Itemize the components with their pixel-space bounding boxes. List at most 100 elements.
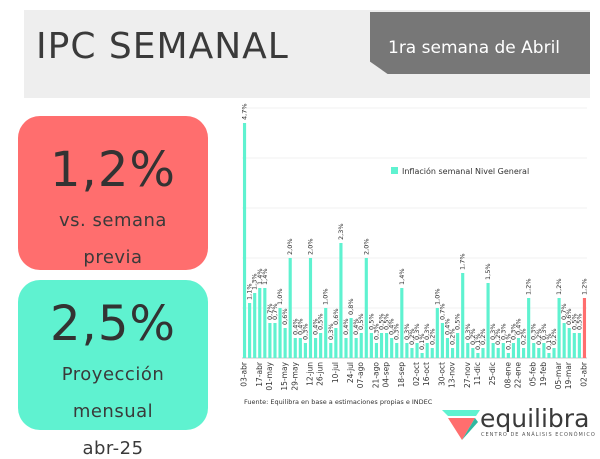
bar [324, 308, 328, 358]
bar-value-label: 0,2% [535, 328, 543, 345]
bar-value-label: 0,4% [312, 318, 320, 335]
bar-value-label: 0,5% [378, 313, 386, 330]
week-label: 1ra semana de Abril [388, 38, 561, 58]
bar [425, 343, 429, 358]
bar [273, 323, 277, 358]
x-tick-label: 25-dic [488, 362, 497, 385]
equilibra-logo-mark [442, 410, 480, 440]
bar [395, 343, 399, 358]
bar-value-label: 0,2% [479, 328, 487, 345]
bar-value-label: 0,1% [474, 333, 482, 350]
bar-value-label: 2,0% [286, 238, 294, 255]
bar-value-label: 0,2% [494, 328, 502, 345]
bar [527, 298, 531, 358]
bar-value-label: 1,1% [246, 283, 254, 300]
x-tick-label: 05-feb [529, 362, 538, 387]
bar [344, 338, 348, 358]
bar [258, 288, 262, 358]
bar [359, 333, 363, 358]
bar [567, 328, 571, 358]
bar-value-label: 2,3% [337, 223, 345, 240]
bar [552, 348, 556, 358]
x-tick-label: 04-sep [382, 362, 391, 388]
bar-value-label: 0,4% [342, 318, 350, 335]
x-tick-label: 03-abr [240, 361, 249, 387]
bar-value-label: 0,1% [504, 333, 512, 350]
x-tick-label: 11-dic [473, 362, 482, 385]
bar [349, 318, 353, 358]
bar [562, 323, 566, 358]
bar-value-label: 0,3% [540, 323, 548, 340]
bar [445, 338, 450, 358]
bar-value-label: 0,5% [570, 313, 578, 330]
bar [501, 343, 505, 358]
x-tick-label: 19-feb [539, 362, 548, 387]
bar [313, 338, 318, 358]
weekly-inflation-caption-1: vs. semana [59, 210, 167, 231]
x-tick-label: 17-abr [255, 361, 264, 387]
bar [582, 298, 587, 358]
x-tick-label: 16-oct [422, 362, 431, 386]
bar [293, 338, 297, 358]
monthly-projection-card: 2,5% Proyección mensual abr-25 [18, 280, 208, 459]
x-tick-label: 19-mar [564, 361, 573, 389]
x-tick-label: 24-jul [346, 362, 355, 383]
bar-value-label: 2,0% [306, 238, 314, 255]
bar [435, 308, 439, 358]
bar [481, 348, 485, 358]
logo-tagline: CENTRO DE ANÁLISIS ECONÓMICO [481, 432, 596, 438]
bar-value-label: 0,3% [464, 323, 472, 340]
legend-swatch [391, 167, 398, 174]
bar [303, 343, 307, 358]
bar [339, 243, 343, 358]
bar [354, 338, 358, 358]
bar [476, 353, 480, 358]
bar [461, 273, 465, 358]
weekly-inflation-chart: 4,7%1,1%1,3%1,4%1,4%0,7%0,7%1,0%0,6%2,0%… [240, 103, 589, 390]
bar [278, 308, 282, 358]
bar [577, 333, 581, 358]
bar [466, 343, 470, 358]
bar-value-label: 0,7% [560, 303, 568, 320]
bar-value-label: 0,3% [499, 323, 507, 340]
bar-value-label: 1,0% [322, 288, 330, 305]
x-tick-label: 12-jun [305, 362, 314, 386]
bar-value-label: 0,3% [327, 323, 335, 340]
bar-value-label: 1,2% [580, 278, 588, 295]
bar-value-label: 0,3% [413, 323, 421, 340]
bar [496, 348, 500, 358]
bar-value-label: 1,4% [398, 268, 406, 285]
bar-value-label: 0,5% [357, 313, 365, 330]
bar-value-label: 1,0% [276, 288, 284, 305]
bar [263, 288, 267, 358]
bar-value-label: 0,2% [449, 328, 457, 345]
bar-value-label: 0,5% [367, 313, 375, 330]
bar [283, 328, 287, 358]
bar [379, 333, 384, 358]
bar [329, 343, 333, 358]
x-tick-label: 26-jun [316, 362, 325, 386]
monthly-projection-caption-3: abr-25 [82, 438, 144, 459]
bar-value-label: 0,1% [418, 333, 426, 350]
bar-value-label: 1,4% [261, 268, 269, 285]
x-tick-label: 15-may [280, 361, 289, 390]
bar-value-label: 0,4% [388, 318, 396, 335]
x-tick-label: 08-ene [503, 362, 512, 389]
bar [405, 343, 409, 358]
bar-value-label: 1,4% [256, 268, 264, 285]
x-tick-label: 22-ene [514, 362, 523, 389]
bar [308, 258, 313, 358]
bar [268, 323, 272, 358]
x-tick-label: 07-ago [356, 362, 365, 389]
bar-value-label: 0,3% [530, 323, 538, 340]
bar-value-label: 0,3% [403, 323, 411, 340]
bar-value-label: 0,5% [454, 313, 462, 330]
bar-value-label: 2,0% [362, 238, 370, 255]
bar [450, 348, 455, 358]
bar [557, 298, 561, 358]
bar-value-label: 1,2% [525, 278, 533, 295]
bar-value-label: 0,6% [281, 308, 289, 325]
bar-value-label: 0,4% [352, 318, 360, 335]
bar [253, 293, 257, 358]
x-tick-label: 02-abr [579, 361, 588, 387]
